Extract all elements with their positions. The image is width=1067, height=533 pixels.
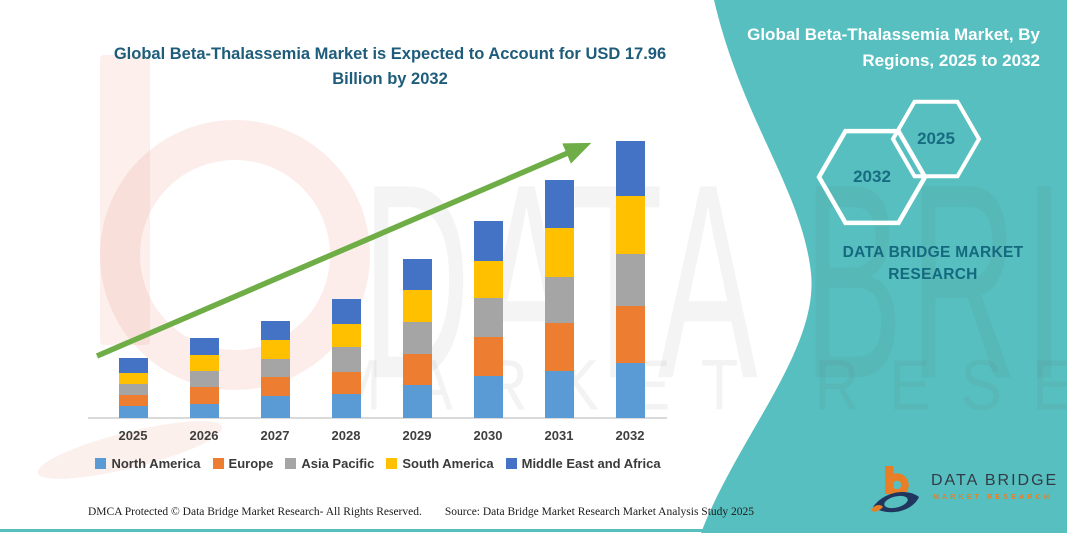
legend-swatch-icon	[95, 458, 107, 469]
x-tick-label-2032: 2032	[615, 428, 645, 443]
segment-2025-south-america	[118, 373, 148, 384]
logo-name: DATA BRIDGE	[931, 472, 1059, 489]
x-tick-label-2029: 2029	[402, 428, 432, 443]
x-tick-label-2030: 2030	[473, 428, 503, 443]
legend-label: Asia Pacific	[301, 456, 375, 471]
legend-item-north-america: North America	[95, 456, 201, 471]
x-tick-label-2026: 2026	[189, 428, 219, 443]
legend-label: North America	[111, 456, 201, 471]
footer-dmca: DMCA Protected © Data Bridge Market Rese…	[88, 506, 422, 518]
legend-item-asia-pacific: Asia Pacific	[285, 456, 374, 471]
segment-2032-middle-east-and-africa	[615, 141, 645, 196]
bar-2025	[118, 358, 148, 418]
segment-2025-asia-pacific	[118, 384, 148, 395]
segment-2026-south-america	[189, 355, 219, 371]
segment-2025-europe	[118, 395, 148, 406]
bar-2028	[331, 299, 361, 418]
legend-label: Middle East and Africa	[521, 456, 661, 471]
segment-2028-asia-pacific	[331, 347, 361, 372]
dbmr-logo: DATA BRIDGE MARKET RESEARCH	[868, 460, 1058, 522]
legend-swatch-icon	[505, 458, 517, 469]
segment-2026-middle-east-and-africa	[189, 338, 219, 355]
hexagon-2032-label: 2032	[853, 167, 891, 186]
segment-2029-north-america	[402, 385, 432, 418]
bar-2029	[402, 259, 432, 418]
segment-2030-europe	[473, 337, 503, 376]
segment-2031-europe	[544, 323, 574, 371]
segment-2025-middle-east-and-africa	[118, 358, 148, 373]
segment-2027-south-america	[260, 340, 290, 359]
segment-2031-south-america	[544, 228, 574, 277]
bar-2027	[260, 321, 290, 418]
hexagon-2025	[890, 99, 982, 179]
chart-title: Global Beta-Thalassemia Market is Expect…	[113, 45, 667, 88]
legend-label: Europe	[228, 456, 274, 471]
x-tick-label-2025: 2025	[118, 428, 148, 443]
segment-2030-asia-pacific	[473, 298, 503, 337]
segment-2025-north-america	[118, 406, 148, 418]
segment-2029-middle-east-and-africa	[402, 259, 432, 290]
bottom-accent-strip	[0, 529, 1067, 532]
legend-item-middle-east-and-africa: Middle East and Africa	[505, 456, 661, 471]
segment-2027-europe	[260, 377, 290, 396]
x-tick-label-2028: 2028	[331, 428, 361, 443]
segment-2028-south-america	[331, 324, 361, 347]
segment-2031-asia-pacific	[544, 277, 574, 323]
legend-item-europe: Europe	[212, 456, 274, 471]
panel-brand-text: DATA BRIDGE MARKET RESEARCH	[842, 244, 1024, 283]
bar-2030	[473, 221, 503, 418]
hexagon-decor-icon	[816, 99, 982, 226]
x-tick-label-2031: 2031	[544, 428, 574, 443]
segment-2027-asia-pacific	[260, 359, 290, 377]
segment-2031-north-america	[544, 371, 574, 418]
panel-heading: Global Beta-Thalassemia Market, By Regio…	[747, 25, 1040, 70]
bar-2026	[189, 338, 219, 418]
segment-2032-europe	[615, 306, 645, 363]
legend-swatch-icon	[285, 458, 297, 469]
segment-2028-europe	[331, 372, 361, 394]
legend-swatch-icon	[212, 458, 224, 469]
segment-2029-south-america	[402, 290, 432, 322]
legend-label: South America	[402, 456, 494, 471]
dbmr-logo-mark-icon	[871, 466, 919, 513]
segment-2030-north-america	[473, 376, 503, 418]
segment-2029-asia-pacific	[402, 322, 432, 354]
segment-2028-middle-east-and-africa	[331, 299, 361, 324]
bar-2031	[544, 180, 574, 418]
x-axis-line	[88, 417, 667, 419]
hexagon-2025-label: 2025	[917, 129, 955, 148]
legend-item-south-america: South America	[386, 456, 494, 471]
segment-2027-north-america	[260, 396, 290, 418]
x-tick-label-2027: 2027	[260, 428, 290, 443]
segment-2028-north-america	[331, 394, 361, 418]
segment-2026-north-america	[189, 404, 219, 418]
footer: DMCA Protected © Data Bridge Market Rese…	[88, 506, 754, 518]
bar-2032	[615, 141, 645, 418]
legend-swatch-icon	[386, 458, 398, 469]
segment-2029-europe	[402, 354, 432, 385]
segment-2031-middle-east-and-africa	[544, 180, 574, 228]
segment-2032-south-america	[615, 196, 645, 254]
segment-2032-north-america	[615, 363, 645, 418]
segment-2032-asia-pacific	[615, 254, 645, 306]
logo-tagline: MARKET RESEARCH	[933, 494, 1053, 501]
legend: North America Europe Asia Pacific South Ame…	[78, 456, 678, 471]
segment-2027-middle-east-and-africa	[260, 321, 290, 340]
segment-2030-south-america	[473, 261, 503, 298]
segment-2026-europe	[189, 387, 219, 404]
segment-2026-asia-pacific	[189, 371, 219, 387]
footer-source: Source: Data Bridge Market Research Mark…	[444, 506, 755, 518]
segment-2030-middle-east-and-africa	[473, 221, 503, 261]
